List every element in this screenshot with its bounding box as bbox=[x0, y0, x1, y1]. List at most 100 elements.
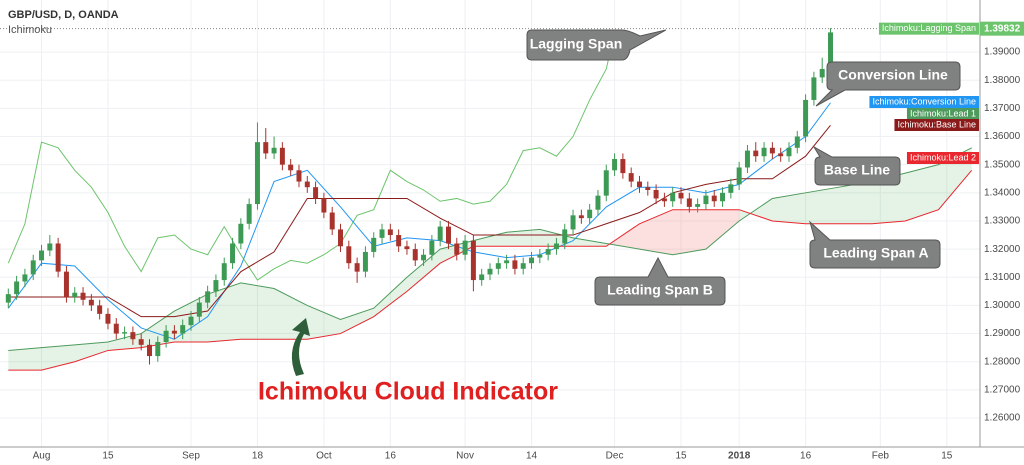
candle-body bbox=[113, 323, 119, 334]
candle-body bbox=[670, 192, 676, 202]
candle-body bbox=[761, 147, 767, 157]
callout-shape bbox=[815, 61, 961, 107]
candle-body bbox=[553, 243, 559, 250]
candle-body bbox=[470, 240, 476, 281]
candle-body bbox=[346, 246, 352, 264]
cloud-fill bbox=[41, 344, 75, 371]
cloud-fill bbox=[573, 237, 607, 247]
candle-body bbox=[396, 235, 402, 247]
y-tick-label: 1.29000 bbox=[984, 328, 1021, 339]
candle-body bbox=[329, 212, 335, 230]
candle-body bbox=[612, 159, 618, 171]
cloud-fill bbox=[340, 308, 374, 334]
callout-shape bbox=[812, 145, 901, 186]
callout-conversion: Conversion Line bbox=[815, 61, 961, 107]
x-tick-label: 18 bbox=[252, 451, 264, 462]
candle-body bbox=[695, 204, 701, 207]
price-axis-bg bbox=[980, 0, 1024, 465]
candle-body bbox=[47, 243, 53, 251]
candle-body bbox=[271, 147, 277, 154]
indicator-line bbox=[8, 147, 972, 351]
axis-layer: 1.26000 1.27000 1.28000 1.29000 1.30000 1.310… bbox=[33, 21, 1024, 462]
x-tick-label: 16 bbox=[385, 451, 397, 462]
cloud-fill bbox=[74, 342, 108, 362]
candle-body bbox=[238, 223, 244, 244]
candle-body bbox=[263, 142, 269, 154]
indicator-line bbox=[8, 124, 831, 318]
cloud-fill bbox=[705, 209, 740, 250]
last-price-label: 1.39832 bbox=[984, 23, 1021, 34]
candles-layer bbox=[5, 28, 833, 365]
candle-body bbox=[778, 153, 784, 157]
candle-body bbox=[180, 325, 186, 334]
x-tick-label: Aug bbox=[33, 451, 51, 462]
candle-body bbox=[188, 316, 194, 326]
candle-body bbox=[794, 136, 800, 148]
y-tick-label: 1.30000 bbox=[984, 300, 1021, 311]
y-tick-label: 1.38000 bbox=[984, 75, 1021, 86]
cloud-fill bbox=[872, 173, 906, 224]
candle-body bbox=[354, 263, 360, 272]
cloud-fill bbox=[639, 209, 673, 255]
candle-body bbox=[529, 257, 535, 264]
line-tag bbox=[906, 152, 979, 164]
candle-body bbox=[155, 342, 161, 357]
candle-body bbox=[429, 240, 435, 255]
candle-body bbox=[803, 99, 809, 137]
candle-body bbox=[230, 243, 236, 264]
candle-body bbox=[462, 240, 468, 255]
candle-body bbox=[404, 246, 410, 250]
callout-base: Base Line bbox=[812, 145, 901, 186]
y-tick-label: 1.39000 bbox=[984, 47, 1021, 58]
candle-body bbox=[819, 68, 825, 78]
candle-body bbox=[736, 167, 742, 185]
candle-body bbox=[122, 332, 128, 334]
candle-body bbox=[362, 251, 368, 272]
y-tick-label: 1.34000 bbox=[984, 187, 1021, 198]
x-tick-label: 15 bbox=[675, 451, 687, 462]
x-tick-label: Nov bbox=[456, 451, 474, 462]
cloud-fill bbox=[772, 192, 806, 224]
annotation: Conversion Line bbox=[838, 67, 948, 83]
headline: Ichimoku Cloud Indicator bbox=[258, 378, 558, 406]
candle-body bbox=[570, 215, 576, 230]
candle-body bbox=[537, 254, 543, 258]
candle-body bbox=[753, 150, 759, 157]
y-tick-label: 1.28000 bbox=[984, 356, 1021, 367]
x-tick-label: Oct bbox=[316, 451, 332, 462]
candle-body bbox=[587, 209, 593, 219]
callout-lead-a: Leading Span A bbox=[809, 220, 941, 269]
candle-body bbox=[545, 249, 551, 255]
candle-body bbox=[254, 142, 260, 205]
candle-body bbox=[105, 313, 111, 324]
cloud-fill bbox=[8, 347, 42, 371]
indicator-line bbox=[7, 32, 616, 281]
line-tag bbox=[906, 108, 979, 120]
candle-body bbox=[39, 250, 45, 261]
x-tick-label: 2018 bbox=[728, 451, 751, 462]
x-tick-label: 15 bbox=[941, 451, 953, 462]
candle-body bbox=[637, 181, 642, 188]
candle-body bbox=[620, 159, 626, 174]
candle-body bbox=[595, 195, 601, 210]
candle-body bbox=[487, 268, 493, 275]
candle-body bbox=[562, 229, 568, 244]
candle-body bbox=[379, 229, 385, 238]
y-tick-label: 1.26000 bbox=[984, 413, 1021, 424]
annotation: Lagging Span bbox=[530, 36, 623, 52]
candle-body bbox=[5, 294, 11, 303]
candle-body bbox=[279, 147, 285, 165]
cloud-fill bbox=[207, 282, 241, 343]
cloud-fill bbox=[473, 232, 507, 247]
candle-body bbox=[645, 187, 651, 191]
candle-body bbox=[786, 147, 792, 157]
candle-body bbox=[14, 281, 20, 295]
line-tag-label: Ichimoku:Base Line bbox=[897, 119, 976, 129]
candle-body bbox=[221, 263, 227, 281]
candle-body bbox=[321, 198, 327, 213]
candle-body bbox=[769, 147, 775, 154]
candle-body bbox=[205, 291, 211, 303]
x-tick-label: Sep bbox=[182, 451, 200, 462]
y-tick-label: 1.35000 bbox=[984, 159, 1021, 170]
